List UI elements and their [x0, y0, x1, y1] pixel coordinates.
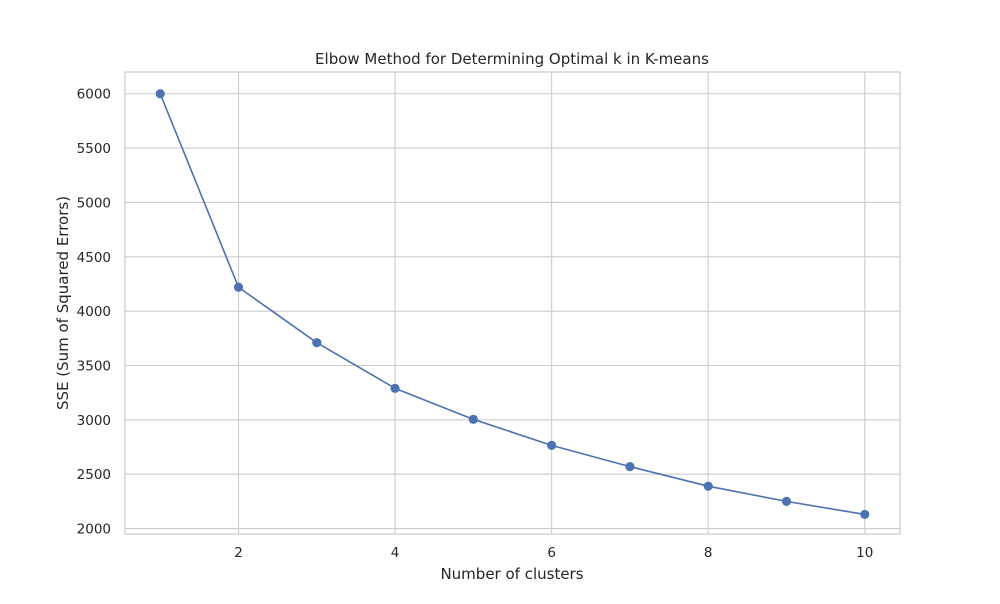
chart-title: Elbow Method for Determining Optimal k i… [315, 50, 709, 68]
data-point [390, 383, 400, 393]
data-point [233, 282, 244, 292]
data-point [703, 481, 713, 491]
x-tick-label: 4 [391, 545, 400, 561]
data-point [860, 509, 870, 520]
series-line [159, 93, 865, 516]
x-tick-label: 6 [547, 545, 556, 561]
y-tick-label: 4500 [77, 250, 111, 266]
data-point [781, 496, 792, 506]
y-tick-labels: 2000 2500 3000 3500 4000 4500 5000 5500 6000 [77, 87, 111, 538]
series-layer [155, 89, 870, 520]
data-point [312, 338, 322, 348]
x-tick-label: 8 [704, 545, 713, 561]
x-tick-label: 10 [856, 545, 873, 561]
grid-lines [125, 72, 900, 534]
y-tick-label: 3500 [77, 359, 111, 375]
plot-frame [124, 71, 901, 535]
x-tick-labels: 2 4 6 8 10 [234, 545, 873, 561]
y-tick-label: 5000 [77, 195, 111, 211]
y-tick-label: 3000 [77, 413, 111, 429]
data-point [155, 89, 165, 99]
data-point [625, 462, 635, 472]
y-tick-label: 5500 [77, 141, 111, 157]
y-axis-label: SSE (Sum of Squared Errors) [54, 196, 72, 410]
x-axis-label: Number of clusters [440, 565, 583, 583]
x-tick-label: 2 [234, 545, 243, 561]
data-point [547, 440, 557, 451]
y-tick-label: 2000 [77, 522, 111, 538]
y-tick-label: 2500 [77, 467, 111, 483]
y-tick-label: 4000 [77, 304, 111, 320]
y-tick-label: 6000 [77, 87, 111, 103]
data-point [468, 414, 478, 424]
